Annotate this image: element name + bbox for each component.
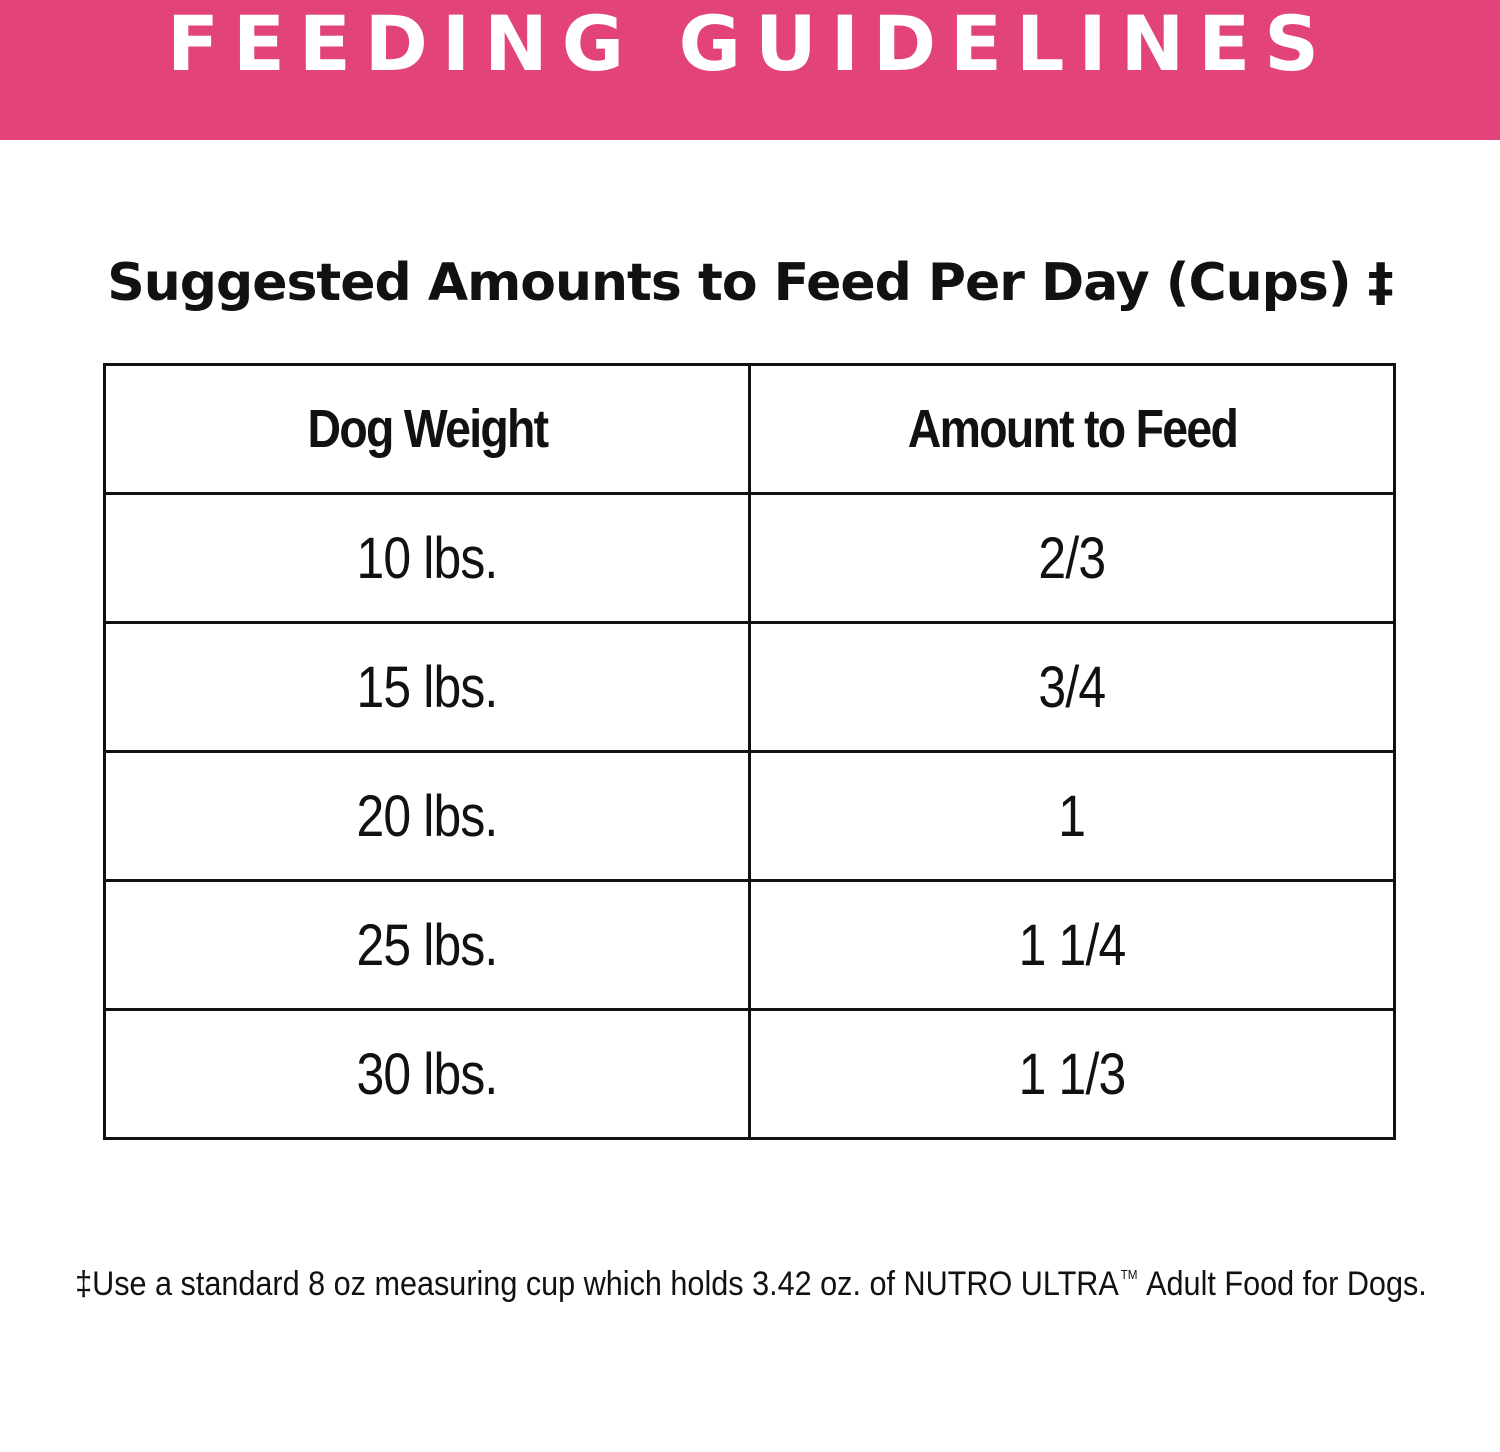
footnote-main: ‡Use a standard 8 oz measuring cup which… [75, 1265, 1119, 1303]
amount-cell: 1 1/4 [748, 879, 1396, 1011]
dog-weight-cell: 10 lbs. [103, 492, 751, 624]
page-title: FEEDING GUIDELINES [167, 0, 1333, 88]
amount-cell: 2/3 [748, 492, 1396, 624]
footnote-end: Adult Food for Dogs. [1139, 1265, 1427, 1303]
trademark-mark: TM [1120, 1267, 1138, 1282]
feeding-table-container: Dog Weight Amount to Feed 10 lbs. 2/3 15… [103, 363, 1396, 1140]
amount-cell: 3/4 [748, 621, 1396, 753]
table-header-row: Dog Weight Amount to Feed [103, 363, 1396, 495]
header-banner: FEEDING GUIDELINES [0, 0, 1500, 140]
dog-weight-cell: 25 lbs. [103, 879, 751, 1011]
amount-cell: 1 [748, 750, 1396, 882]
column-header-dog-weight: Dog Weight [103, 363, 751, 495]
feeding-table: Dog Weight Amount to Feed 10 lbs. 2/3 15… [103, 363, 1396, 1140]
table-row: 30 lbs. 1 1/3 [103, 1008, 1396, 1140]
dog-weight-cell: 15 lbs. [103, 621, 751, 753]
column-header-amount-to-feed: Amount to Feed [748, 363, 1396, 495]
amount-cell: 1 1/3 [748, 1008, 1396, 1140]
table-row: 20 lbs. 1 [103, 750, 1396, 882]
dog-weight-cell: 20 lbs. [103, 750, 751, 882]
table-row: 10 lbs. 2/3 [103, 492, 1396, 624]
footnote-text: ‡Use a standard 8 oz measuring cup which… [75, 1250, 1427, 1309]
dog-weight-cell: 30 lbs. [103, 1008, 751, 1140]
table-row: 15 lbs. 3/4 [103, 621, 1396, 753]
table-caption: Suggested Amounts to Feed Per Day (Cups)… [107, 253, 1393, 313]
table-row: 25 lbs. 1 1/4 [103, 879, 1396, 1011]
footnote: ‡Use a standard 8 oz measuring cup which… [0, 1250, 1500, 1309]
